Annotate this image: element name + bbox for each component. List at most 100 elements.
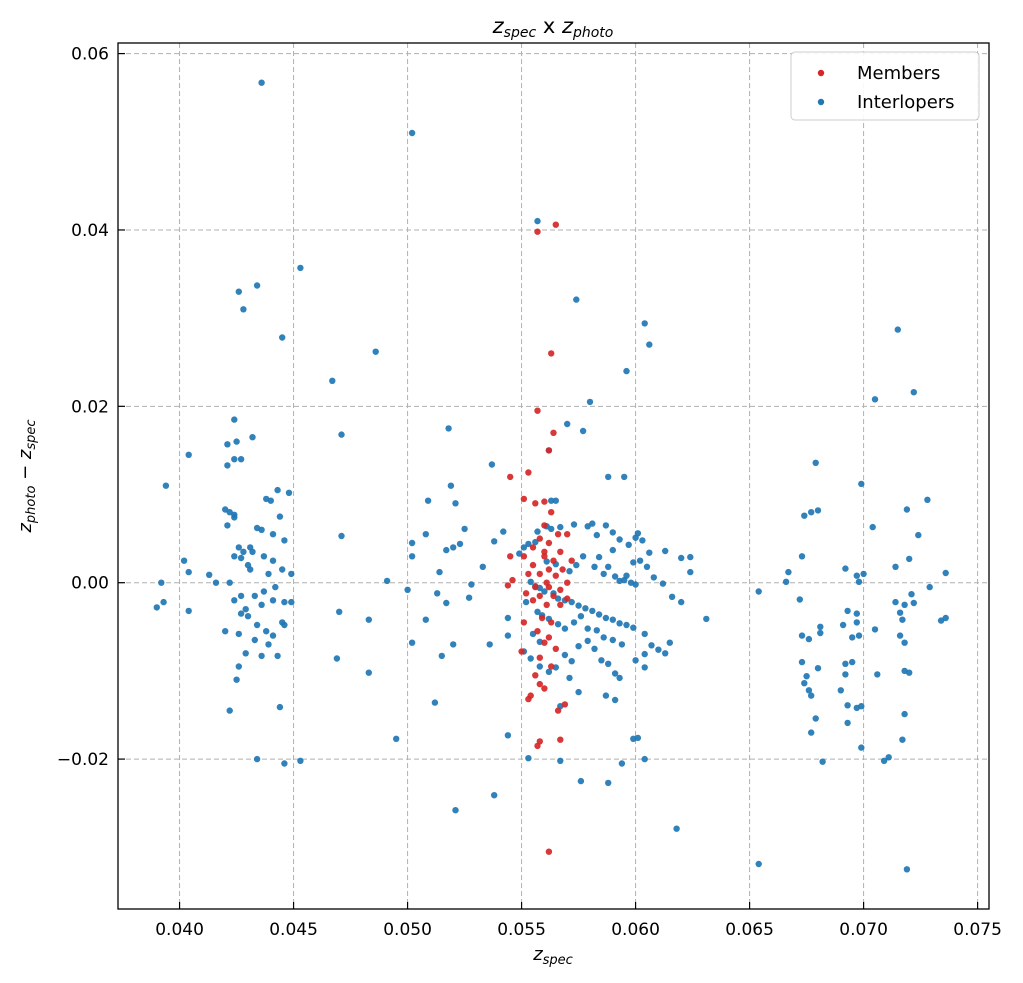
interloper-point — [338, 431, 345, 438]
interloper-point — [853, 619, 860, 626]
interloper-point — [408, 539, 416, 547]
legend-marker-interlopers — [817, 98, 825, 106]
interloper-point — [504, 614, 512, 622]
member-point — [534, 742, 541, 750]
interloper-point — [678, 554, 685, 562]
data-points — [153, 79, 949, 873]
interloper-point — [258, 79, 265, 86]
interloper-point — [272, 583, 279, 591]
interloper-point — [237, 610, 245, 617]
interloper-point — [611, 696, 619, 704]
member-point — [538, 614, 546, 622]
y-tick-labels: −0.02 0.00 0.02 0.04 0.06 — [57, 45, 109, 770]
member-point — [557, 601, 564, 608]
interloper-point — [224, 441, 231, 448]
member-point — [564, 595, 571, 602]
interloper-point — [860, 570, 867, 578]
interloper-point — [605, 563, 612, 570]
interloper-point — [242, 650, 249, 657]
interloper-point — [849, 658, 856, 666]
interloper-point — [281, 621, 288, 629]
plot-frame — [117, 42, 990, 910]
member-point — [534, 628, 541, 635]
interloper-point — [673, 825, 680, 832]
interloper-point — [598, 657, 605, 664]
x-tick-label: 0.060 — [611, 920, 660, 940]
interloper-point — [896, 609, 904, 616]
member-point — [504, 582, 512, 589]
interloper-point — [611, 573, 619, 580]
interloper-point — [281, 760, 288, 767]
interloper-point — [231, 553, 238, 560]
interloper-point — [258, 652, 265, 660]
interloper-point — [543, 558, 550, 565]
interloper-point — [269, 597, 277, 604]
interloper-point — [281, 598, 288, 606]
member-point — [548, 663, 555, 670]
member-point — [532, 500, 539, 507]
interloper-point — [557, 757, 564, 764]
interloper-point — [641, 650, 648, 658]
interloper-point — [288, 598, 295, 606]
interloper-point — [586, 398, 594, 406]
interloper-point — [584, 625, 591, 632]
interloper-point — [906, 669, 913, 676]
interloper-point — [274, 486, 281, 494]
interloper-point — [561, 625, 569, 632]
interloper-point — [267, 497, 274, 504]
interloper-point — [814, 507, 822, 514]
interloper-point — [158, 579, 165, 586]
interloper-point — [591, 563, 598, 570]
member-point — [522, 590, 530, 597]
interloper-point — [906, 555, 913, 563]
interloper-point — [336, 608, 343, 615]
interloper-point — [648, 642, 655, 649]
interloper-point — [568, 658, 575, 665]
interloper-point — [153, 604, 160, 611]
interloper-point — [226, 579, 233, 586]
interloper-point — [253, 621, 261, 629]
y-axis-title: zphoto − zspec — [15, 419, 39, 533]
interloper-point — [570, 521, 578, 528]
interloper-point — [755, 860, 762, 868]
interloper-point — [636, 557, 644, 564]
interloper-point — [593, 627, 600, 634]
member-point — [548, 619, 555, 626]
x-tick-label: 0.055 — [497, 920, 546, 940]
interloper-point — [924, 496, 931, 503]
member-point — [532, 672, 539, 679]
interloper-point — [602, 692, 610, 699]
interloper-point — [573, 296, 580, 303]
interloper-point — [593, 531, 600, 539]
interloper-point — [589, 520, 596, 527]
interloper-point — [431, 699, 439, 706]
interloper-point — [536, 663, 543, 670]
interloper-point — [233, 676, 240, 683]
interloper-point — [258, 526, 265, 533]
interloper-point — [803, 673, 810, 680]
interloper-point — [842, 565, 849, 572]
interloper-point — [235, 663, 242, 670]
interloper-point — [231, 456, 238, 463]
interloper-point — [849, 634, 856, 641]
member-point — [552, 572, 559, 579]
interloper-point — [424, 497, 432, 504]
interloper-point — [646, 341, 653, 348]
interloper-point — [365, 616, 372, 623]
legend-label-members: Members — [857, 63, 940, 84]
interloper-point — [785, 568, 792, 576]
interloper-point — [618, 760, 626, 767]
interloper-point — [404, 586, 411, 593]
interloper-point — [646, 549, 653, 556]
interloper-point — [643, 563, 651, 570]
interloper-point — [871, 396, 879, 403]
interloper-point — [901, 639, 908, 646]
member-point — [534, 407, 541, 414]
interloper-point — [237, 592, 245, 600]
interloper-point — [942, 569, 949, 577]
interloper-point — [632, 657, 639, 664]
interloper-point — [235, 288, 242, 295]
interloper-point — [242, 606, 249, 613]
interloper-point — [903, 866, 911, 873]
